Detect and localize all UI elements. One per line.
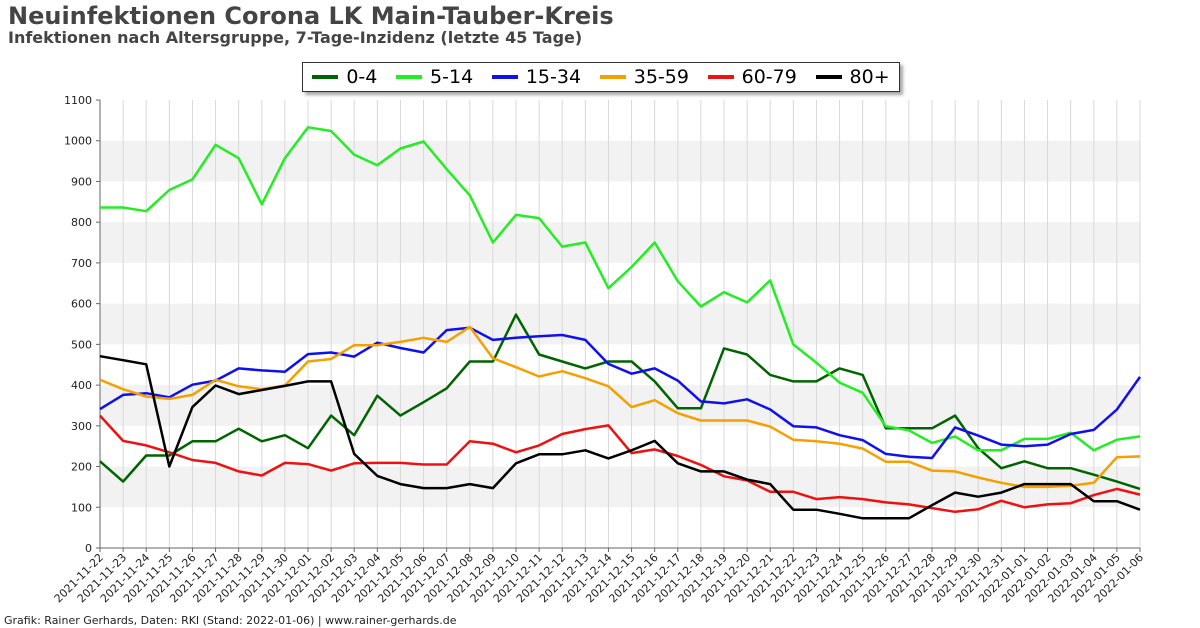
series-line-15-34: [99, 326, 1142, 460]
legend-swatch: [707, 75, 734, 79]
y-tick-label: 800: [71, 216, 92, 229]
grid-band: [100, 222, 1140, 263]
legend-item-35-59: 35-59: [599, 66, 689, 88]
legend-label: 0-4: [346, 66, 378, 88]
legend-swatch: [396, 75, 423, 79]
legend-item-60-79: 60-79: [707, 66, 797, 88]
legend-swatch: [491, 75, 518, 79]
series-line-60-79: [99, 414, 1141, 514]
grid-band: [100, 140, 1140, 182]
y-tick-label: 100: [71, 501, 92, 514]
chart-footer: Grafik: Rainer Gerhards, Daten: RKI (Sta…: [4, 614, 457, 627]
grid-band: [100, 385, 1140, 426]
y-tick-label: 1100: [64, 94, 92, 107]
legend-item-80+: 80+: [815, 66, 890, 88]
y-tick-label: 200: [71, 461, 92, 474]
y-tick-label: 0: [85, 542, 92, 555]
legend-label: 35-59: [633, 66, 689, 88]
chart-subtitle: Infektionen nach Altersgruppe, 7-Tage-In…: [8, 28, 583, 47]
y-tick-label: 400: [71, 379, 92, 392]
series-line-80+: [99, 354, 1141, 520]
legend-item-15-34: 15-34: [491, 66, 582, 88]
y-tick-label: 300: [71, 420, 92, 433]
legend-swatch: [815, 75, 842, 79]
legend-swatch: [599, 75, 626, 79]
legend-swatch: [312, 75, 339, 79]
chart-legend: 0-4 5-14 15-34 35-59 60-79 80+: [302, 62, 900, 92]
legend-label: 60-79: [741, 66, 797, 88]
grid-band: [100, 303, 1140, 345]
series-line-5-14: [100, 126, 1141, 452]
y-tick-label: 900: [71, 175, 92, 188]
grid-band: [100, 466, 1140, 508]
legend-label: 5-14: [430, 66, 474, 88]
legend-label: 80+: [849, 66, 890, 88]
legend-item-0-4: 0-4: [312, 66, 377, 88]
y-tick-label: 500: [71, 338, 92, 351]
chart-title: Neuinfektionen Corona LK Main-Tauber-Kre…: [8, 2, 614, 30]
y-tick-label: 1000: [64, 135, 92, 148]
legend-label: 15-34: [525, 66, 582, 88]
y-tick-label: 600: [71, 298, 92, 311]
legend-item-5-14: 5-14: [396, 66, 473, 88]
y-tick-label: 700: [71, 257, 92, 270]
